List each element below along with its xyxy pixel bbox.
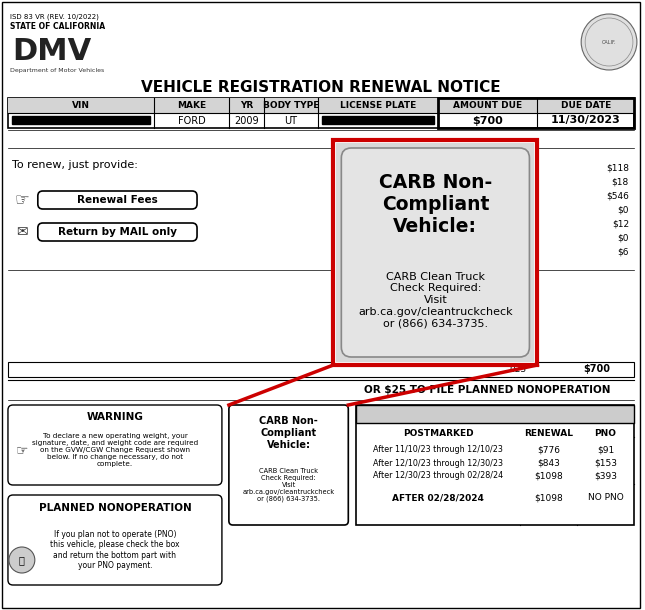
- Bar: [8, 362, 634, 377]
- Text: 2009: 2009: [234, 115, 259, 126]
- Text: PLANNED NONOPERATION: PLANNED NONOPERATION: [39, 503, 192, 513]
- Text: AMOUNT DUE: AMOUNT DUE: [453, 101, 522, 110]
- FancyBboxPatch shape: [8, 405, 222, 485]
- Text: YR: YR: [240, 101, 253, 110]
- Text: $393: $393: [594, 472, 617, 481]
- Text: CALIF.: CALIF.: [602, 40, 616, 45]
- Bar: [322, 116, 434, 124]
- Text: $0: $0: [617, 234, 629, 243]
- Text: After 11/10/23 through 12/10/23: After 11/10/23 through 12/10/23: [373, 445, 503, 454]
- Text: ☞: ☞: [15, 443, 28, 457]
- Circle shape: [581, 14, 637, 70]
- Bar: [356, 405, 634, 525]
- Text: $1098: $1098: [535, 493, 563, 503]
- Text: RENEWAL: RENEWAL: [524, 428, 573, 437]
- Text: $700: $700: [472, 115, 503, 126]
- Text: After 12/30/23 through 02/28/24: After 12/30/23 through 02/28/24: [373, 472, 504, 481]
- Bar: [336, 143, 535, 362]
- Text: VIN: VIN: [72, 101, 90, 110]
- Bar: [8, 98, 634, 128]
- Text: If you plan not to operate (PNO)
this vehicle, please check the box
and return t: If you plan not to operate (PNO) this ve…: [50, 530, 180, 570]
- FancyBboxPatch shape: [341, 148, 530, 357]
- Text: $6: $6: [617, 248, 629, 256]
- Text: DMV: DMV: [12, 37, 91, 66]
- Text: $776: $776: [537, 445, 561, 454]
- Text: VEHICLE REGISTRATION RENEWAL NOTICE: VEHICLE REGISTRATION RENEWAL NOTICE: [141, 81, 501, 96]
- Text: FORD: FORD: [177, 115, 206, 126]
- Bar: [356, 405, 634, 423]
- Text: Department of Motor Vehicles: Department of Motor Vehicles: [10, 68, 104, 73]
- Text: BODY TYPE: BODY TYPE: [263, 101, 319, 110]
- Bar: [12, 116, 150, 124]
- FancyBboxPatch shape: [38, 191, 197, 209]
- Text: $12: $12: [612, 220, 629, 229]
- Text: MAKE: MAKE: [177, 101, 206, 110]
- Text: To declare a new operating weight, your
signature, date, and weight code are req: To declare a new operating weight, your …: [32, 433, 198, 467]
- Text: $91: $91: [597, 445, 614, 454]
- Text: CARB Clean Truck
Check Required:
Visit
arb.ca.gov/cleantruckcheck
or (866) 634-3: CARB Clean Truck Check Required: Visit a…: [358, 272, 513, 328]
- Text: After 12/10/23 through 12/30/23: After 12/10/23 through 12/30/23: [373, 459, 503, 467]
- Text: CARB Non-
Compliant
Vehicle:: CARB Non- Compliant Vehicle:: [259, 417, 318, 450]
- Text: STATE OF CALIFORNIA: STATE OF CALIFORNIA: [10, 22, 105, 31]
- Text: 023: 023: [509, 365, 526, 374]
- Text: PNO: PNO: [595, 428, 617, 437]
- Text: Renewal Fees: Renewal Fees: [77, 195, 158, 205]
- Text: ISD 83 VR (REV. 10/2022): ISD 83 VR (REV. 10/2022): [10, 14, 99, 21]
- Text: POSTMARKED: POSTMARKED: [403, 428, 473, 437]
- Text: AFTER 02/28/2024: AFTER 02/28/2024: [392, 493, 484, 503]
- Text: $118: $118: [606, 163, 629, 173]
- Text: DUE DATE: DUE DATE: [561, 101, 611, 110]
- Text: UT: UT: [284, 115, 297, 126]
- Circle shape: [9, 547, 35, 573]
- FancyBboxPatch shape: [8, 495, 222, 585]
- Text: $700: $700: [584, 365, 611, 375]
- Text: OR $25 TO FILE PLANNED NONOPERATION: OR $25 TO FILE PLANNED NONOPERATION: [364, 385, 611, 395]
- Text: 🏍: 🏍: [19, 555, 25, 565]
- Text: $843: $843: [537, 459, 561, 467]
- Text: NO PNO: NO PNO: [588, 493, 624, 503]
- Bar: [333, 140, 537, 365]
- Text: LICENSE PLATE: LICENSE PLATE: [340, 101, 416, 110]
- FancyBboxPatch shape: [229, 405, 348, 525]
- Bar: [8, 98, 634, 113]
- Text: CARB Non-
Compliant
Vehicle:: CARB Non- Compliant Vehicle:: [379, 173, 492, 237]
- Bar: [438, 98, 634, 128]
- Text: ✉: ✉: [16, 225, 28, 239]
- Text: LATE PAYMENT: LATE PAYMENT: [449, 409, 541, 419]
- Text: $1098: $1098: [535, 472, 563, 481]
- Text: CARB Clean Truck
Check Required:
Visit
arb.ca.gov/cleantruckcheck
or (866) 634-3: CARB Clean Truck Check Required: Visit a…: [243, 468, 335, 502]
- Text: 11/30/2023: 11/30/2023: [551, 115, 620, 126]
- Text: $0: $0: [617, 206, 629, 215]
- FancyBboxPatch shape: [38, 223, 197, 241]
- Text: $18: $18: [611, 178, 629, 187]
- Text: To renew, just provide:: To renew, just provide:: [12, 160, 138, 170]
- Text: $546: $546: [606, 192, 629, 201]
- Text: Return by MAIL only: Return by MAIL only: [58, 227, 177, 237]
- Text: ☞: ☞: [14, 191, 29, 209]
- Text: WARNING: WARNING: [86, 412, 143, 422]
- Text: $153: $153: [594, 459, 617, 467]
